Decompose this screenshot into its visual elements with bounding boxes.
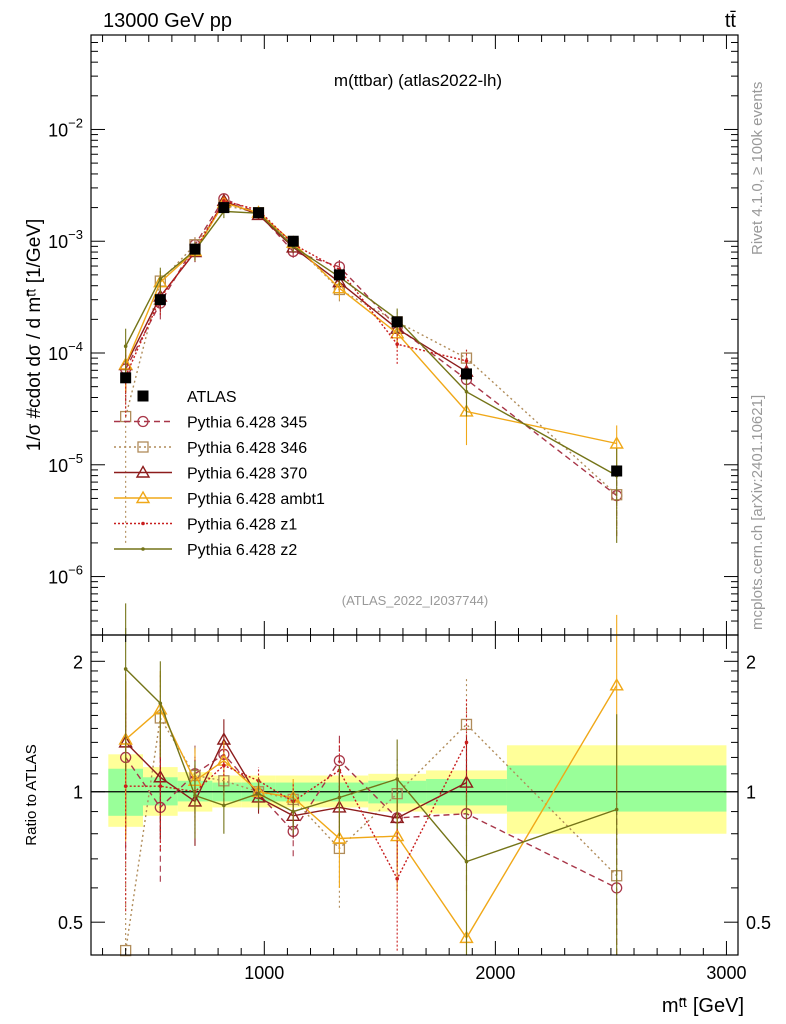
ratio-z1-point <box>158 784 163 788</box>
legend-label: Pythia 6.428 z1 <box>187 517 297 534</box>
p345-line <box>125 197 618 497</box>
legend-marker <box>141 547 145 551</box>
legend-marker <box>135 490 151 504</box>
ratio-z2-point <box>193 793 197 798</box>
ratio-z1-line <box>125 742 468 881</box>
atlas-point <box>460 368 472 380</box>
legend-label: Pythia 6.428 370 <box>187 466 307 483</box>
p346-line <box>125 204 618 496</box>
atlas-point <box>333 269 345 281</box>
header-right-label: tt̄ <box>725 10 737 32</box>
x-tick-label: 3000 <box>706 963 746 983</box>
atlas-point <box>189 243 201 255</box>
watermark: (ATLAS_2022_I2037744) <box>342 593 488 608</box>
ratio-bands <box>91 745 738 834</box>
legend-label: Pythia 6.428 346 <box>187 440 307 457</box>
legend-label: Pythia 6.428 345 <box>187 415 307 432</box>
ratio-axes: 0.5 0.5 1 1 2 2 1000 2000 3000 <box>58 634 771 983</box>
ratio-z1-point <box>222 763 226 768</box>
x-tick-label: 2000 <box>475 963 515 983</box>
atlas-point <box>611 465 623 477</box>
ambt1-line <box>125 202 617 445</box>
ratio-ambt1-point <box>609 677 624 691</box>
ratio-ambt1-line <box>125 685 618 940</box>
ratio-y-tick-label: 0.5 <box>746 913 771 933</box>
atlas-point <box>120 372 132 384</box>
legend-label: Pythia 6.428 z2 <box>187 542 297 559</box>
atlas-point <box>154 294 166 306</box>
z1-line <box>125 199 467 377</box>
y-tick-label: 10−5 <box>48 451 83 476</box>
atlas-point <box>391 316 403 328</box>
ratio-z2-line <box>125 668 617 863</box>
ratio-z2-point <box>123 667 128 671</box>
ratio-p370-point <box>459 775 474 788</box>
z2-line <box>125 210 618 477</box>
ratio-series <box>118 603 624 957</box>
legend-marker <box>137 415 149 428</box>
z2-point <box>158 277 163 281</box>
ratio-p345-line <box>125 753 618 889</box>
ratio-y-tick-label: 2 <box>73 652 83 672</box>
ratio-z1-point <box>123 784 128 788</box>
ratio-z1-point <box>395 876 399 881</box>
ambt1-point <box>332 280 347 294</box>
ratio-y-label: Ratio to ATLAS <box>23 744 40 845</box>
ratio-ambt1-point <box>332 831 347 844</box>
ambt1-point <box>609 436 624 449</box>
ratio-panel: Ratio to ATLAS mᵗ̄ᵗ [GeV] 0.5 0.5 1 1 2 2 1000… <box>23 603 771 1017</box>
header-left-label: 13000 GeV pp <box>103 10 232 32</box>
ratio-y-tick-label: 2 <box>746 652 756 672</box>
ratio-z2-point <box>291 809 295 814</box>
legend-label: ATLAS <box>187 389 237 406</box>
ratio-z2-point <box>158 701 163 706</box>
z1-point <box>395 342 399 346</box>
y-tick-label: 10−4 <box>48 339 83 364</box>
ratio-z2-point <box>395 777 399 781</box>
ambt1-point <box>389 325 405 339</box>
x-tick-label: 1000 <box>244 963 284 983</box>
main-series <box>118 193 624 543</box>
legend-marker <box>137 441 149 453</box>
legend-label: Pythia 6.428 ambt1 <box>187 491 325 508</box>
z2-point <box>464 389 469 394</box>
z1-point <box>464 359 469 363</box>
ratio-z2-point <box>464 859 469 864</box>
legend-marker <box>137 390 149 402</box>
ratio-z2-point <box>337 795 342 800</box>
rivet-label: Rivet 4.1.0, ≥ 100k events <box>749 82 766 255</box>
ratio-z2-point <box>256 791 261 796</box>
z2-point <box>123 344 128 349</box>
p370-line <box>125 199 467 373</box>
ratio-y-tick-label: 0.5 <box>58 913 83 933</box>
ratio-frame <box>90 634 739 956</box>
mcplots-label: mcplots.cern.ch [arXiv:2401.10621] <box>749 395 766 630</box>
main-title: m(ttbar) (atlas2022-lh) <box>334 71 502 90</box>
y-tick-label: 10−3 <box>48 227 83 252</box>
legend: ATLAS Pythia 6.428 345 Pythia 6.428 346 Pyt… <box>114 389 325 559</box>
atlas-point <box>218 202 230 214</box>
ratio-y-tick-label: 1 <box>73 783 83 803</box>
ratio-z2-point <box>222 803 226 808</box>
main-y-label: 1/σ #cdot dσ / d mᵗ̄ᵗ [1/GeV] <box>24 219 45 451</box>
legend-marker <box>141 521 145 526</box>
ratio-z2-point <box>614 807 619 812</box>
legend-marker <box>135 465 151 478</box>
ratio-y-tick-label: 1 <box>746 783 756 803</box>
atlas-point <box>253 207 265 219</box>
x-axis-label: mᵗ̄ᵗ [GeV] <box>662 995 744 1017</box>
main-axes: 10−6 10−5 10−4 10−3 10−2 <box>48 34 739 636</box>
ratio-z1-point <box>464 740 469 745</box>
main-panel: m(ttbar) (atlas2022-lh) (ATLAS_2022_I203… <box>24 34 739 636</box>
z1-point <box>222 199 226 203</box>
ratio-p346-line <box>125 715 618 951</box>
y-tick-label: 10−6 <box>48 563 83 588</box>
atlas-point <box>287 235 299 247</box>
y-tick-label: 10−2 <box>48 115 83 140</box>
